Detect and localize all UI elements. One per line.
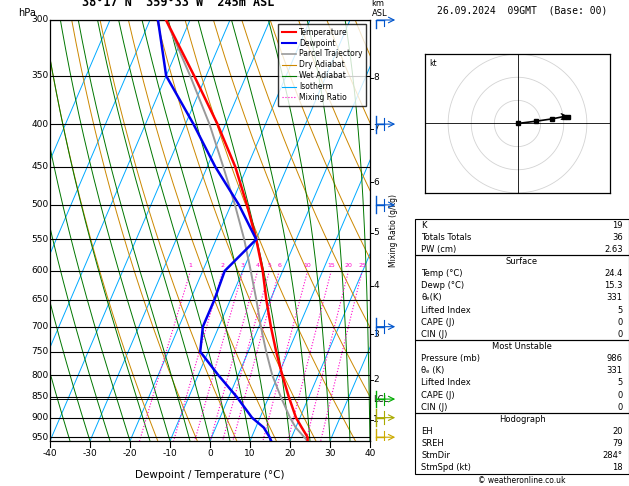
Text: 2: 2 [221,262,225,267]
Text: Lifted Index: Lifted Index [421,379,471,387]
Text: -20: -20 [123,450,137,458]
Text: 900: 900 [31,413,48,422]
Bar [415,413,629,474]
Text: 6: 6 [373,178,379,187]
Text: 0: 0 [617,391,623,399]
Text: 3: 3 [373,330,379,339]
Text: 450: 450 [31,162,48,171]
Text: CAPE (J): CAPE (J) [421,391,455,399]
Text: 0: 0 [207,450,213,458]
Text: -10: -10 [163,450,177,458]
Text: 38°17'N  359°33'W  245m ASL: 38°17'N 359°33'W 245m ASL [82,0,274,9]
Text: 10: 10 [304,262,311,267]
Text: 15.3: 15.3 [604,281,623,290]
Text: 600: 600 [31,266,48,276]
Bar [415,340,629,413]
Text: SREH: SREH [421,439,444,448]
Text: 20: 20 [345,262,352,267]
Text: Most Unstable: Most Unstable [492,342,552,351]
Text: 986: 986 [606,354,623,363]
Text: 284°: 284° [603,451,623,460]
Text: 800: 800 [31,370,48,380]
Text: 79: 79 [612,439,623,448]
Text: -30: -30 [82,450,97,458]
Text: 25: 25 [359,262,366,267]
Text: 2: 2 [373,375,379,384]
Text: 20: 20 [284,450,296,458]
Text: Mixing Ratio (g/kg): Mixing Ratio (g/kg) [389,194,398,267]
Text: Temp (°C): Temp (°C) [421,269,463,278]
Text: 0: 0 [617,330,623,339]
Text: 26.09.2024  09GMT  (Base: 00): 26.09.2024 09GMT (Base: 00) [437,5,607,16]
Text: hPa: hPa [18,8,36,18]
Bar [415,219,629,256]
Text: θₑ(K): θₑ(K) [421,294,442,302]
Text: 1: 1 [373,415,379,424]
Text: 5: 5 [373,228,379,237]
Text: 6: 6 [277,262,281,267]
Text: 19: 19 [612,221,623,229]
Text: 5: 5 [267,262,271,267]
Text: LCL: LCL [373,395,388,403]
Text: 20: 20 [612,427,623,436]
Text: km
ASL: km ASL [372,0,387,18]
Text: CAPE (J): CAPE (J) [421,318,455,327]
Bar [415,256,629,340]
Text: 0: 0 [617,318,623,327]
Text: PW (cm): PW (cm) [421,245,457,254]
Text: 4: 4 [255,262,260,267]
Text: 350: 350 [31,71,48,80]
Text: 4: 4 [373,281,379,290]
Text: 18: 18 [612,464,623,472]
Text: 850: 850 [31,393,48,401]
Text: CIN (J): CIN (J) [421,330,448,339]
Text: StmSpd (kt): StmSpd (kt) [421,464,471,472]
Text: kt: kt [430,59,437,68]
Text: 750: 750 [31,347,48,356]
Text: 400: 400 [31,120,48,129]
Text: 650: 650 [31,295,48,304]
Text: 24.4: 24.4 [604,269,623,278]
Text: 7: 7 [373,124,379,133]
Text: 40: 40 [364,450,376,458]
Text: © weatheronline.co.uk: © weatheronline.co.uk [478,475,565,485]
Text: 8: 8 [373,73,379,82]
Text: 30: 30 [325,450,336,458]
Text: Surface: Surface [506,257,538,266]
Text: Hodograph: Hodograph [499,415,545,424]
Text: 5: 5 [617,306,623,314]
Text: 300: 300 [31,16,48,24]
Text: EH: EH [421,427,433,436]
Text: 0: 0 [617,403,623,412]
Text: 10: 10 [244,450,256,458]
Text: StmDir: StmDir [421,451,450,460]
Text: 36: 36 [612,233,623,242]
Text: 1: 1 [189,262,192,267]
Text: 3: 3 [241,262,245,267]
Text: Dewpoint / Temperature (°C): Dewpoint / Temperature (°C) [135,470,285,481]
Text: Totals Totals: Totals Totals [421,233,472,242]
Text: 331: 331 [606,366,623,375]
Text: 5: 5 [617,379,623,387]
Text: 331: 331 [606,294,623,302]
Text: θₑ (K): θₑ (K) [421,366,445,375]
Text: CIN (J): CIN (J) [421,403,448,412]
Text: Dewp (°C): Dewp (°C) [421,281,465,290]
Text: 2.63: 2.63 [604,245,623,254]
Text: Lifted Index: Lifted Index [421,306,471,314]
Text: 950: 950 [31,433,48,442]
Text: 15: 15 [327,262,335,267]
Text: 500: 500 [31,200,48,209]
Text: Pressure (mb): Pressure (mb) [421,354,481,363]
Text: K: K [421,221,427,229]
Legend: Temperature, Dewpoint, Parcel Trajectory, Dry Adiabat, Wet Adiabat, Isotherm, Mi: Temperature, Dewpoint, Parcel Trajectory… [278,24,366,106]
Text: 700: 700 [31,322,48,331]
Text: -40: -40 [43,450,57,458]
Text: 550: 550 [31,235,48,244]
